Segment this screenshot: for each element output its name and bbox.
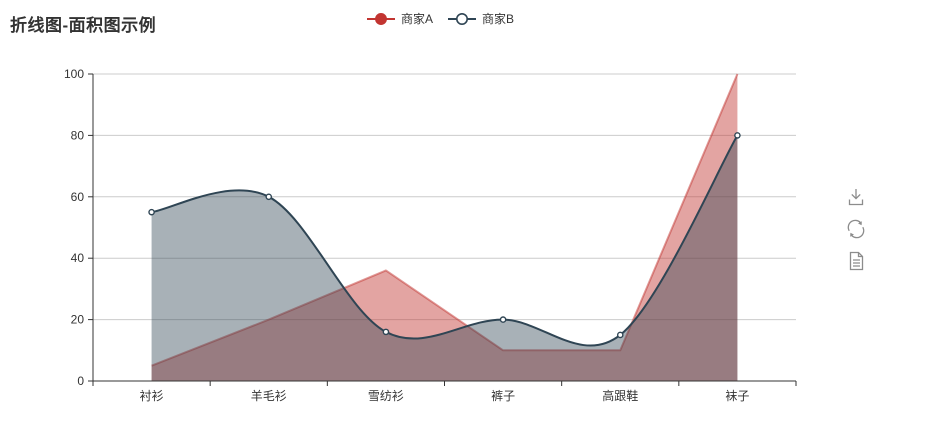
y-axis-label: 80 — [71, 128, 85, 142]
x-axis-label: 雪纺衫 — [368, 389, 404, 403]
legend-label: 商家A — [401, 12, 434, 26]
series-b-area — [151, 135, 738, 381]
x-axis-label: 羊毛衫 — [251, 388, 287, 403]
restore-button[interactable] — [845, 218, 867, 240]
legend-item-merchant-b[interactable]: 商家B — [447, 10, 514, 27]
legend-marker-empty-circle-icon — [448, 12, 477, 25]
legend-label: 商家B — [482, 12, 515, 26]
legend-item-merchant-a[interactable]: 商家A — [366, 10, 433, 27]
series-b-point-marker — [616, 331, 624, 339]
x-axis-label: 袜子 — [725, 389, 749, 403]
x-axis-label: 衬衫 — [140, 389, 164, 403]
series-b-point-marker — [499, 316, 507, 323]
series-b-point-marker — [382, 328, 390, 336]
series-b-point-marker — [265, 193, 273, 201]
series-a-area — [151, 74, 738, 381]
chart-title: 折线图-面积图示例 — [10, 16, 157, 35]
y-axis-label: 100 — [64, 67, 84, 81]
download-icon — [848, 189, 864, 206]
refresh-icon — [847, 219, 865, 239]
y-axis-label: 20 — [71, 313, 85, 327]
series-b-point-marker — [148, 208, 155, 216]
y-axis-label: 0 — [77, 374, 84, 388]
document-icon — [849, 251, 864, 271]
x-axis-label: 高跟鞋 — [602, 388, 638, 403]
series-a-line — [151, 73, 739, 367]
y-axis-label: 40 — [71, 251, 85, 265]
y-axis-label: 60 — [71, 190, 85, 204]
toolbox — [845, 186, 867, 272]
save-as-image-button[interactable] — [845, 186, 867, 208]
data-view-button[interactable] — [845, 250, 867, 272]
series-b-point-marker — [734, 132, 741, 139]
legend: 商家A 商家B — [366, 10, 514, 27]
x-axis-label: 裤子 — [491, 389, 515, 403]
legend-marker-filled-circle-icon — [367, 12, 395, 25]
